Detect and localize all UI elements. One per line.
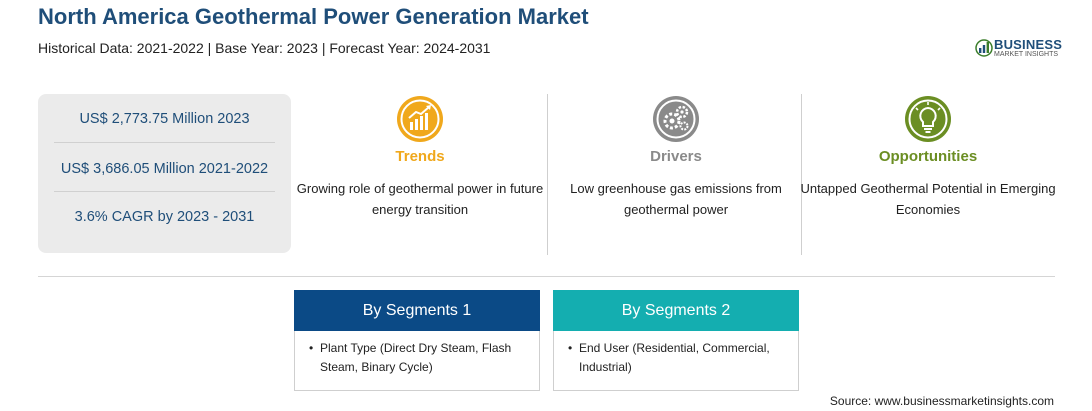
drivers-description: Low greenhouse gas emissions from geothe… bbox=[570, 181, 782, 217]
stat-divider bbox=[54, 191, 275, 192]
bar-chart-logo-icon bbox=[975, 39, 993, 57]
segment-1-item: Plant Type (Direct Dry Steam, Flash Stea… bbox=[320, 341, 512, 374]
segment-1-list: • Plant Type (Direct Dry Steam, Flash St… bbox=[309, 339, 531, 377]
market-stats-panel: US$ 2,773.75 Million 2023 US$ 3,686.05 M… bbox=[38, 94, 291, 253]
drivers-card: Drivers Low greenhouse gas emissions fro… bbox=[548, 94, 804, 254]
trends-card: Trends Growing role of geothermal power … bbox=[292, 94, 548, 254]
logo-tagline: MARKET INSIGHTS bbox=[994, 51, 1059, 58]
segment-2-box: By Segments 2 • End User (Residential, C… bbox=[553, 290, 799, 391]
segment-1-header[interactable]: By Segments 1 bbox=[294, 290, 540, 331]
lightbulb-icon bbox=[905, 96, 951, 142]
segment-2-list: • End User (Residential, Commercial, Ind… bbox=[568, 339, 790, 377]
gears-icon bbox=[653, 96, 699, 142]
section-divider bbox=[38, 276, 1055, 277]
stat-cagr: 3.6% CAGR by 2023 - 2031 bbox=[74, 209, 255, 225]
segment-1-box: By Segments 1 • Plant Type (Direct Dry S… bbox=[294, 290, 540, 391]
stat-market-size-2023: US$ 2,773.75 Million 2023 bbox=[79, 111, 250, 127]
page-title: North America Geothermal Power Generatio… bbox=[38, 4, 589, 29]
trends-description: Growing role of geothermal power in futu… bbox=[296, 181, 544, 217]
segment-2-header[interactable]: By Segments 2 bbox=[553, 290, 799, 331]
column-divider bbox=[547, 94, 548, 255]
bullet-icon: • bbox=[309, 341, 314, 355]
trend-chart-icon bbox=[397, 96, 443, 142]
source-credit: Source: www.businessmarketinsights.com bbox=[829, 394, 1054, 408]
logo-wordmark: BUSINESS bbox=[994, 37, 1063, 52]
opportunities-description: Untapped Geothermal Potential in Emergin… bbox=[800, 181, 1056, 217]
column-divider bbox=[801, 94, 802, 255]
bullet-icon: • bbox=[568, 341, 573, 355]
drivers-label: Drivers bbox=[650, 148, 702, 165]
page-subtitle: Historical Data: 2021-2022 | Base Year: … bbox=[38, 40, 491, 56]
stat-divider bbox=[54, 142, 275, 143]
stat-historical-value: US$ 3,686.05 Million 2021-2022 bbox=[60, 161, 269, 177]
opportunities-label: Opportunities bbox=[878, 148, 978, 165]
segment-2-item: End User (Residential, Commercial, Indus… bbox=[579, 341, 770, 374]
trends-label: Trends bbox=[395, 148, 445, 165]
opportunities-card: Opportunities Untapped Geothermal Potent… bbox=[800, 94, 1056, 254]
brand-logo[interactable]: BUSINESS MARKET INSIGHTS bbox=[974, 35, 1064, 61]
